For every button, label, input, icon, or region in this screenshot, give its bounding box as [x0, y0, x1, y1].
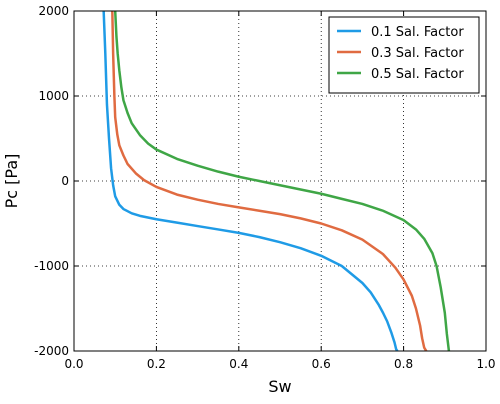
y-tick-label: 1000	[38, 89, 69, 103]
y-tick-label: 2000	[38, 4, 69, 18]
legend-label-1: 0.1 Sal. Factor	[371, 25, 464, 40]
y-tick-label: -2000	[34, 344, 69, 358]
x-tick-label: 0.0	[64, 357, 83, 371]
legend-label-2: 0.3 Sal. Factor	[371, 46, 464, 61]
y-axis-label: Pc [Pa]	[2, 154, 21, 209]
x-tick-label: 0.4	[229, 357, 248, 371]
legend-label-3: 0.5 Sal. Factor	[371, 67, 464, 82]
x-tick-label: 0.6	[312, 357, 331, 371]
x-tick-label: 0.2	[147, 357, 166, 371]
x-tick-label: 1.0	[476, 357, 495, 371]
legend: 0.1 Sal. Factor 0.3 Sal. Factor 0.5 Sal. F…	[329, 17, 479, 93]
x-axis-label: Sw	[268, 377, 291, 396]
y-tick-label: -1000	[34, 259, 69, 273]
x-tick-label: 0.8	[394, 357, 413, 371]
y-tick-label: 0	[61, 174, 69, 188]
